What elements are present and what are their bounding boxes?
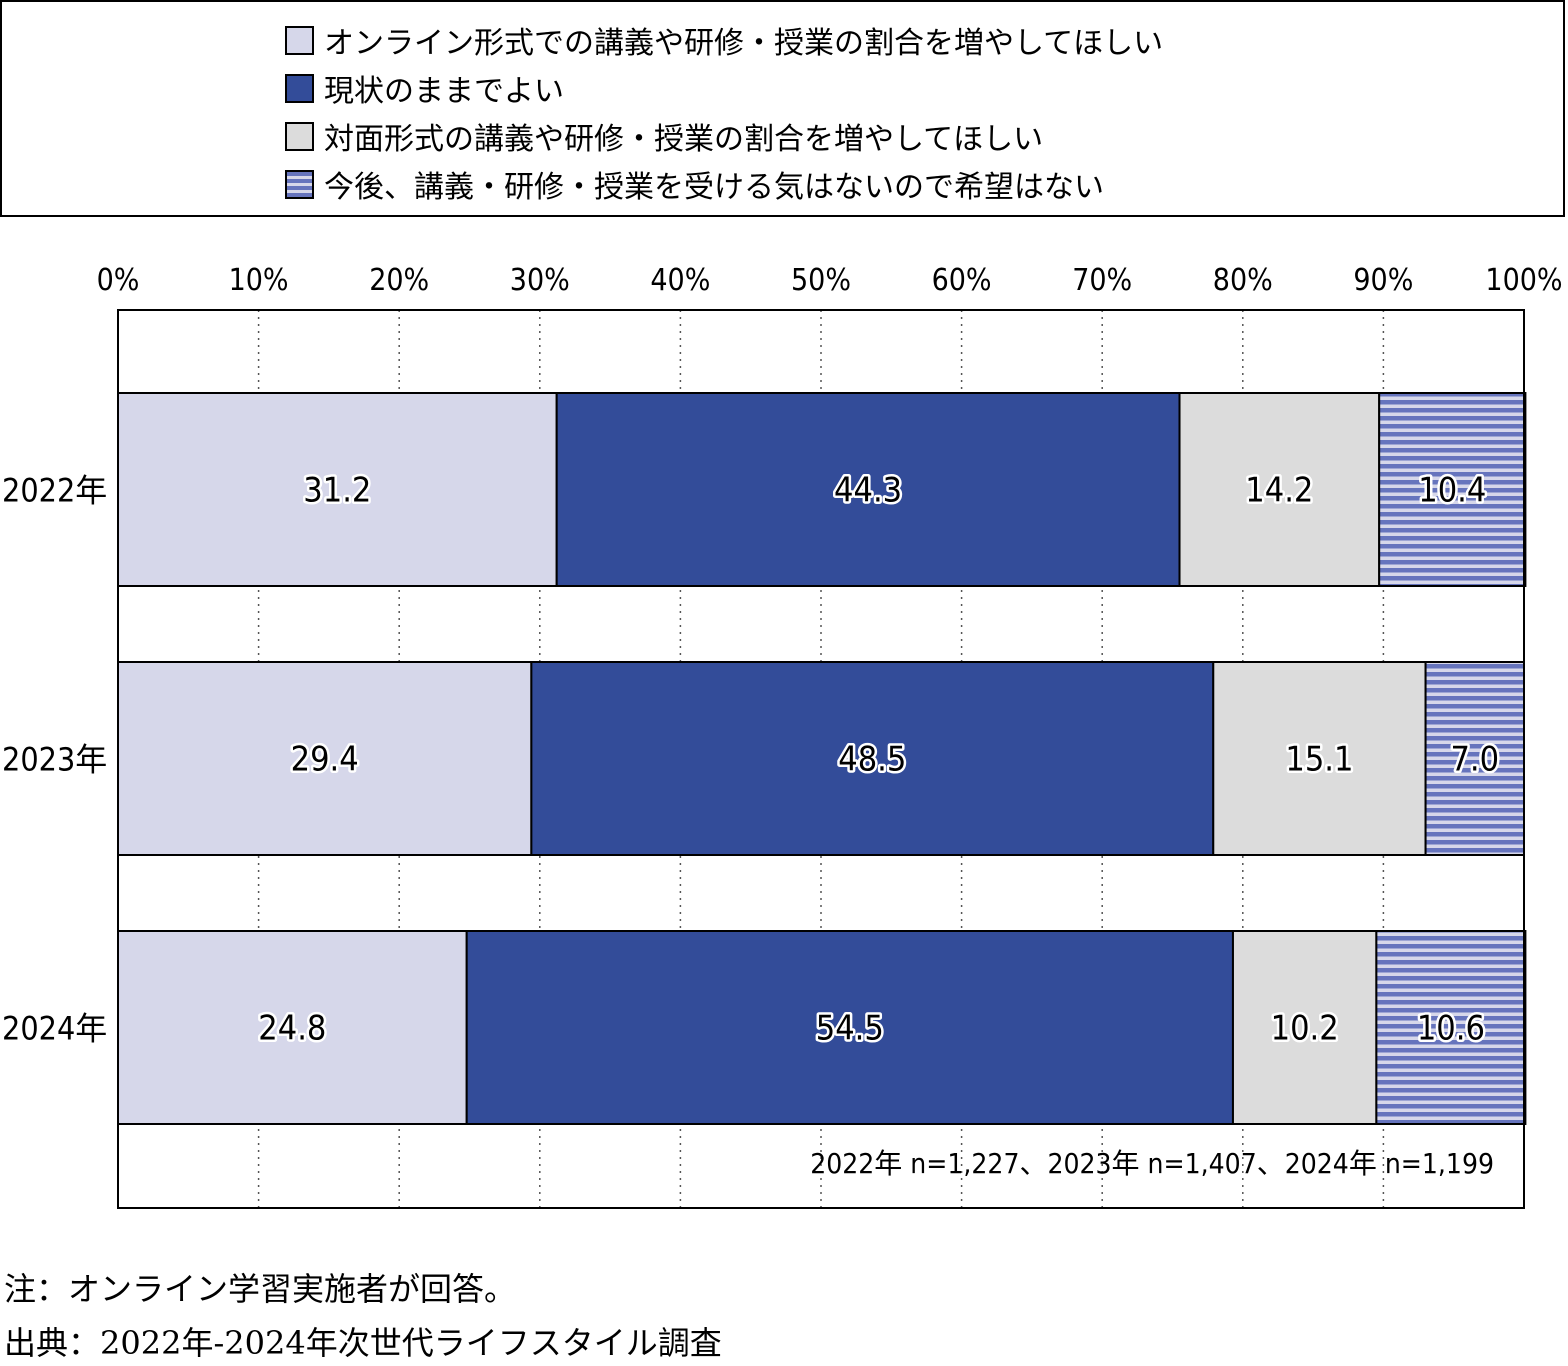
x-axis-ticks: 0% 10% 20% 30% 40% 50% 60% 70% 80% 90% 100% [97, 263, 1563, 298]
legend-label-no-intent: 今後、講義・研修・授業を受ける気はないので希望はない [324, 170, 1104, 205]
x-tick-label: 80% [1213, 263, 1273, 298]
legend-item-online: オンライン形式での講義や研修・授業の割合を増やしてほしい [285, 20, 1164, 61]
x-tick-label: 30% [510, 263, 570, 298]
x-tick-label: 100% [1485, 263, 1562, 298]
bar-segment [1424, 661, 1525, 856]
value-label: 29.4 [291, 740, 359, 780]
bar-segment [530, 661, 1215, 856]
category-labels: 2022年 2023年 2024年 [2, 472, 107, 1048]
value-label: 10.2 [1271, 1009, 1339, 1049]
category-label: 2022年 [2, 472, 107, 510]
legend-label-online: オンライン形式での講義や研修・授業の割合を増やしてほしい [324, 26, 1164, 61]
category-label: 2023年 [2, 741, 107, 779]
bar-segment [117, 661, 533, 856]
value-label: 48.5 [838, 740, 906, 780]
legend-item-no-intent: 今後、講義・研修・授業を受ける気はないので希望はない [285, 164, 1104, 205]
value-label: 54.5 [816, 1009, 884, 1049]
x-tick-label: 10% [229, 263, 289, 298]
value-label: 24.8 [258, 1009, 326, 1049]
value-label: 10.6 [1417, 1009, 1485, 1049]
stacked-bar-chart: 0% 10% 20% 30% 40% 50% 60% 70% 80% 90% 100% 31.2 44… [2, 263, 1563, 1209]
x-tick-label: 60% [932, 263, 992, 298]
legend-swatch-status-quo [285, 73, 314, 103]
x-tick-label: 70% [1072, 263, 1132, 298]
legend-label-status-quo: 現状のままでよい [324, 74, 564, 109]
bar-segment [1378, 392, 1527, 587]
x-tick-label: 40% [650, 263, 710, 298]
sample-size-note: 2022年 n=1,227、2023年 n=1,407、2024年 n=1,19… [810, 1147, 1494, 1180]
bar-segment [555, 392, 1181, 587]
legend-item-status-quo: 現状のままでよい [285, 68, 564, 109]
legend-swatch-online [285, 25, 314, 55]
legend-item-in-person: 対面形式の講義や研修・授業の割合を増やしてほしい [285, 116, 1044, 157]
value-label: 15.1 [1285, 740, 1353, 780]
source-line: 出典：2022年-2024年次世代ライフスタイル調査 [4, 1324, 722, 1362]
x-tick-label: 0% [97, 263, 140, 298]
legend-swatch-in-person [285, 121, 314, 151]
chart-legend: オンライン形式での講義や研修・授業の割合を増やしてほしい 現状のままでよい 対面… [0, 0, 1565, 217]
value-label: 14.2 [1245, 471, 1313, 511]
footnote: 注：オンライン学習実施者が回答。 [4, 1270, 517, 1308]
x-tick-label: 20% [369, 263, 429, 298]
legend-swatch-no-intent [285, 169, 314, 199]
value-label: 7.0 [1450, 740, 1499, 780]
value-label: 10.4 [1418, 471, 1486, 511]
legend-label-in-person: 対面形式の講義や研修・授業の割合を増やしてほしい [324, 122, 1044, 157]
bar-segments [117, 392, 1527, 1125]
plot-frame [117, 309, 1525, 1209]
value-label: 31.2 [303, 471, 371, 511]
bar-segment [117, 392, 558, 587]
x-tick-label: 90% [1353, 263, 1413, 298]
value-label: 44.3 [834, 471, 902, 511]
bar-segment [1375, 930, 1527, 1125]
x-tick-label: 50% [791, 263, 851, 298]
value-labels: 31.2 44.3 14.2 10.4 29.4 48.5 15.1 7.0 24.8 54.5 1… [256, 468, 1502, 1051]
bar-segment [1212, 661, 1427, 856]
category-label: 2024年 [2, 1010, 107, 1048]
bar-segment [465, 930, 1234, 1125]
bar-segment [1178, 392, 1381, 587]
bar-segment [1231, 930, 1378, 1125]
